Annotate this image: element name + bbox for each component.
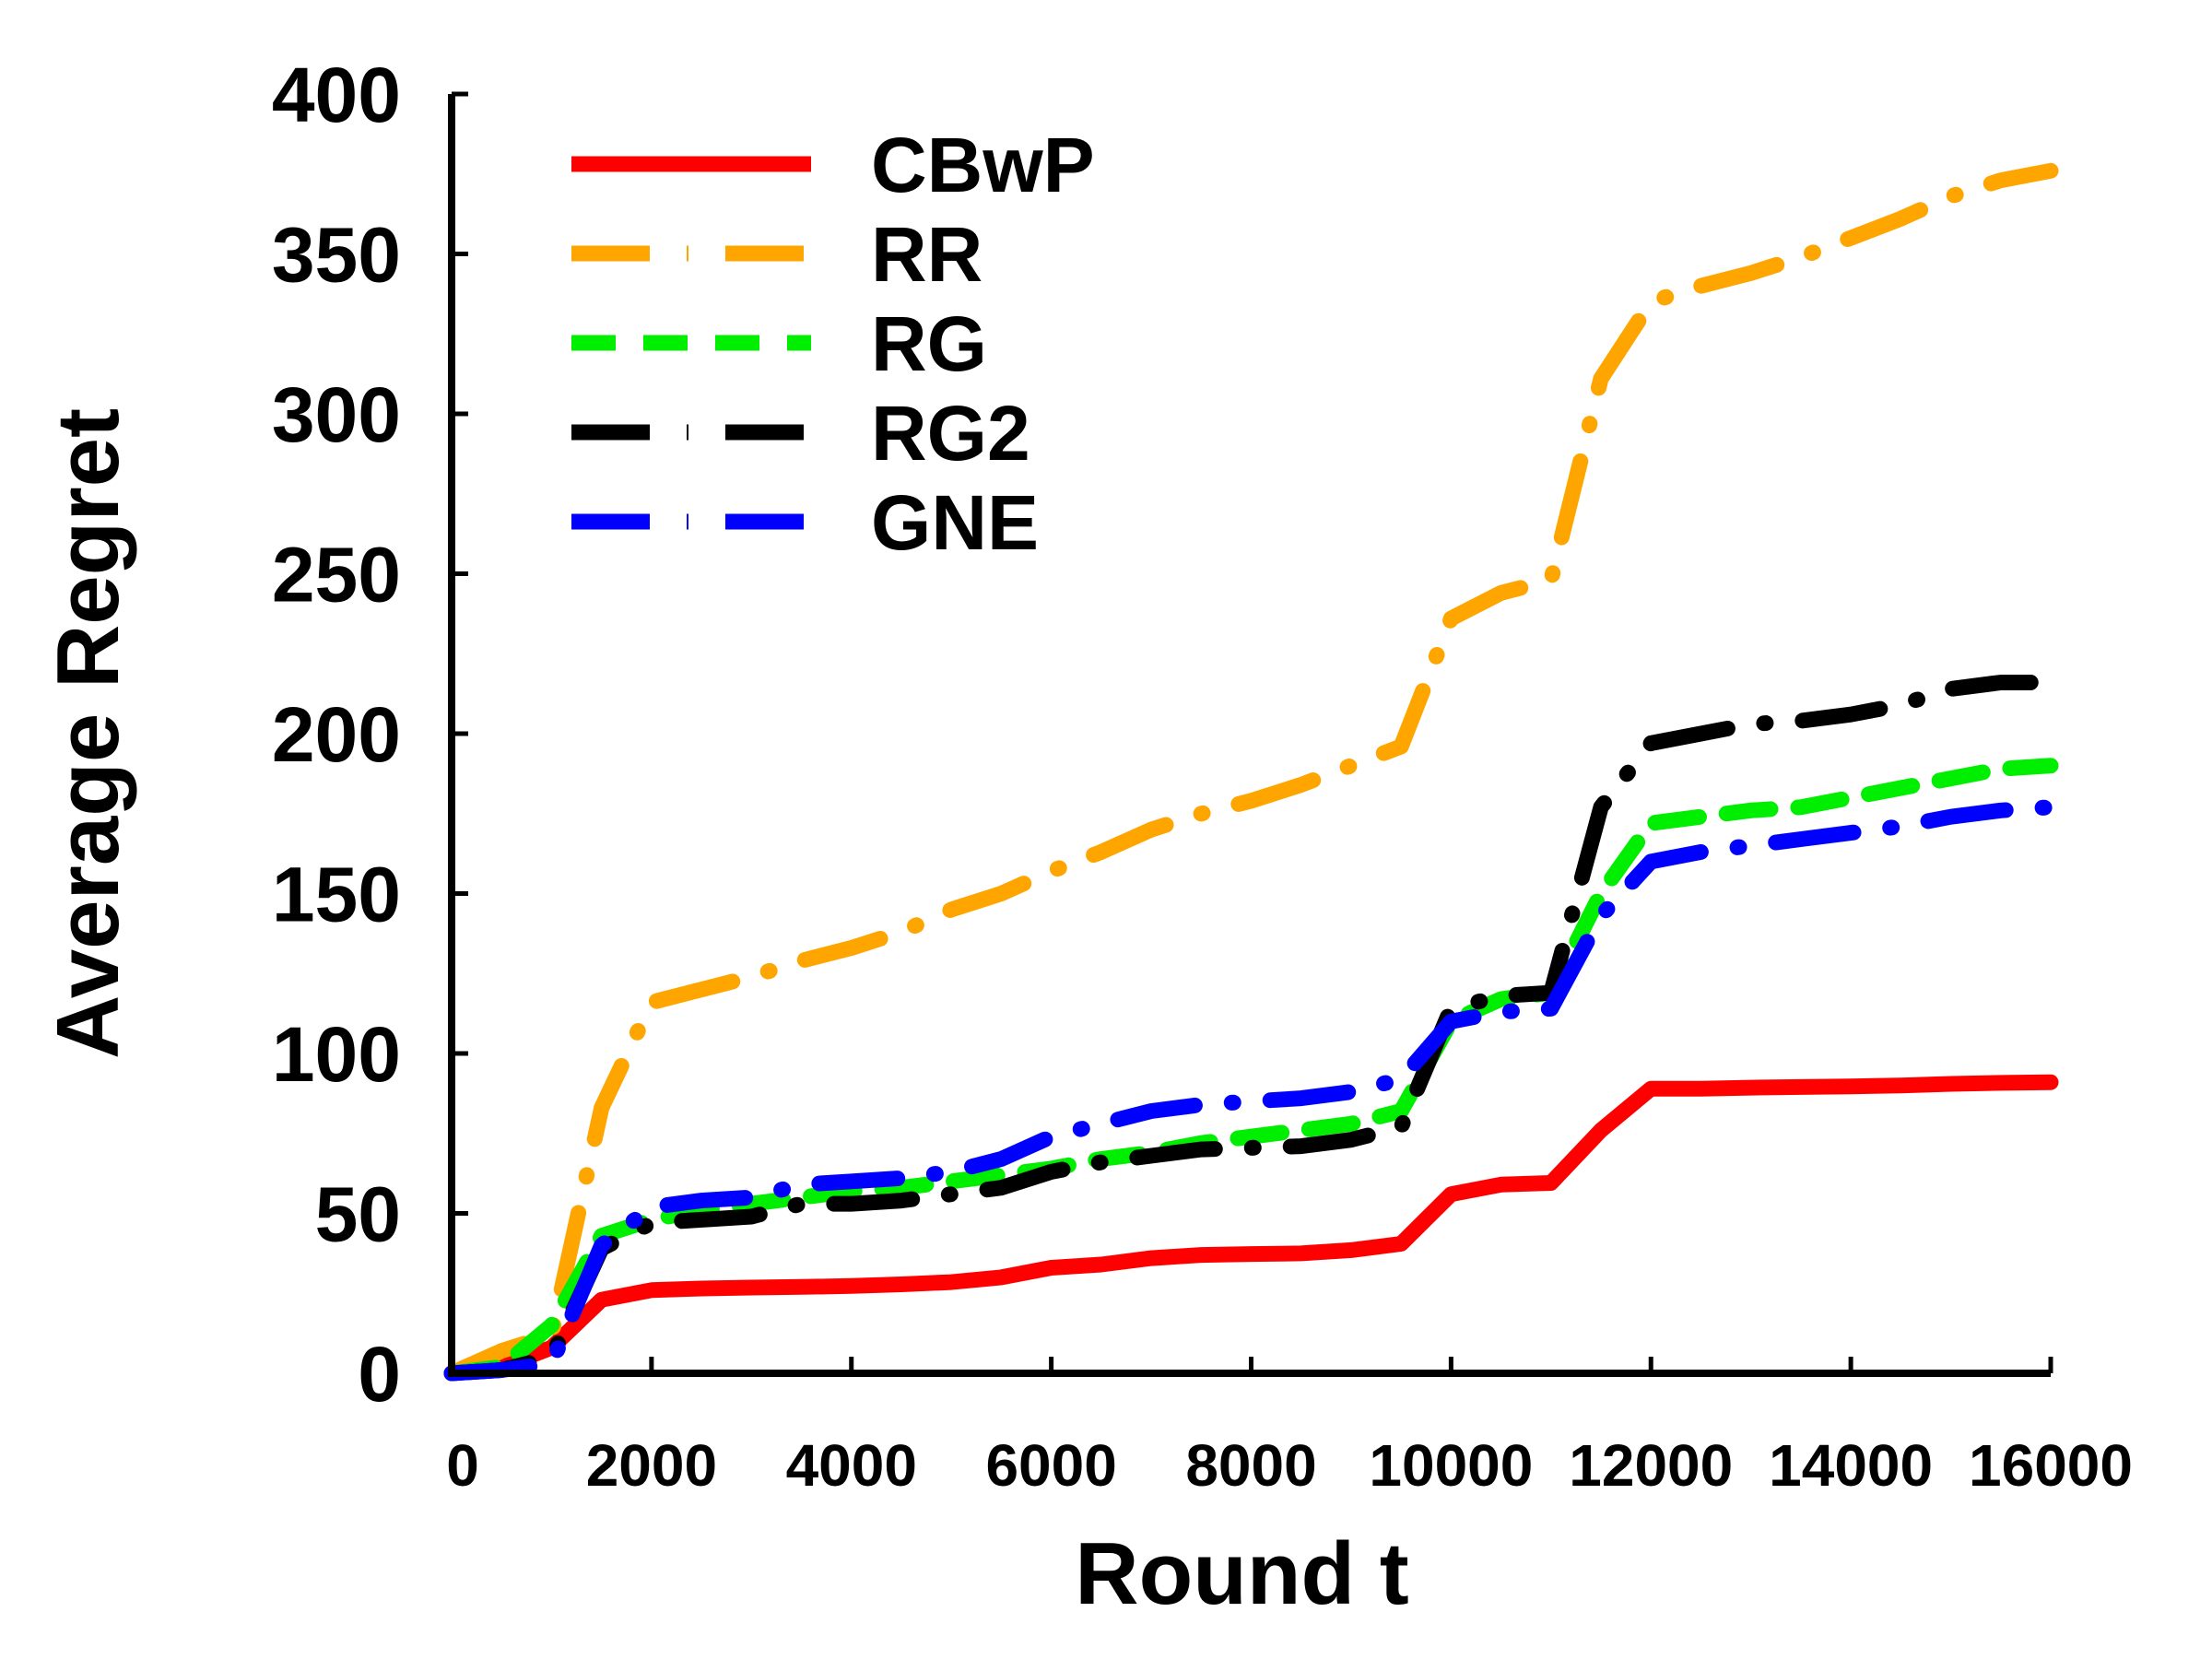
y-axis-title: Average Regret	[39, 408, 137, 1059]
y-tick-label: 50	[315, 1171, 401, 1258]
series-line-rg2	[443, 675, 2059, 1382]
y-tick-label: 300	[272, 371, 401, 458]
x-tick-label: 2000	[586, 1432, 717, 1499]
y-tick-label: 200	[272, 691, 401, 778]
x-tick-label: 4000	[786, 1432, 917, 1499]
y-tick-label: 150	[272, 852, 401, 938]
x-tick-label: 6000	[985, 1432, 1116, 1499]
y-tick-label: 350	[272, 212, 401, 299]
series-line-gne	[443, 799, 2059, 1382]
series-line-rr	[443, 162, 2059, 1382]
legend-label-rr: RR	[871, 211, 982, 298]
series-layer	[443, 162, 2059, 1382]
axis-lines	[448, 94, 2051, 1377]
legend-label-rg2: RG2	[871, 390, 1030, 477]
x-tick-label: 12000	[1569, 1432, 1733, 1499]
legend-label-rg: RG	[871, 300, 987, 387]
x-axis-title: Round t	[1075, 1524, 1409, 1623]
x-tick-label: 0	[446, 1432, 479, 1499]
y-tick-label: 250	[272, 532, 401, 618]
x-tick-label: 8000	[1185, 1432, 1316, 1499]
y-tick-label: 100	[272, 1011, 401, 1098]
series-line-cbwp	[443, 1074, 2059, 1382]
x-tick-label: 14000	[1769, 1432, 1933, 1499]
legend-label-gne: GNE	[871, 479, 1039, 566]
legend-label-cbwp: CBwP	[871, 122, 1095, 208]
x-tick-label: 16000	[1969, 1432, 2133, 1499]
y-tick-label: 400	[272, 52, 401, 138]
y-tick-label: 0	[358, 1331, 401, 1418]
x-tick-label: 10000	[1369, 1432, 1533, 1499]
series-line-rg	[443, 758, 2059, 1382]
